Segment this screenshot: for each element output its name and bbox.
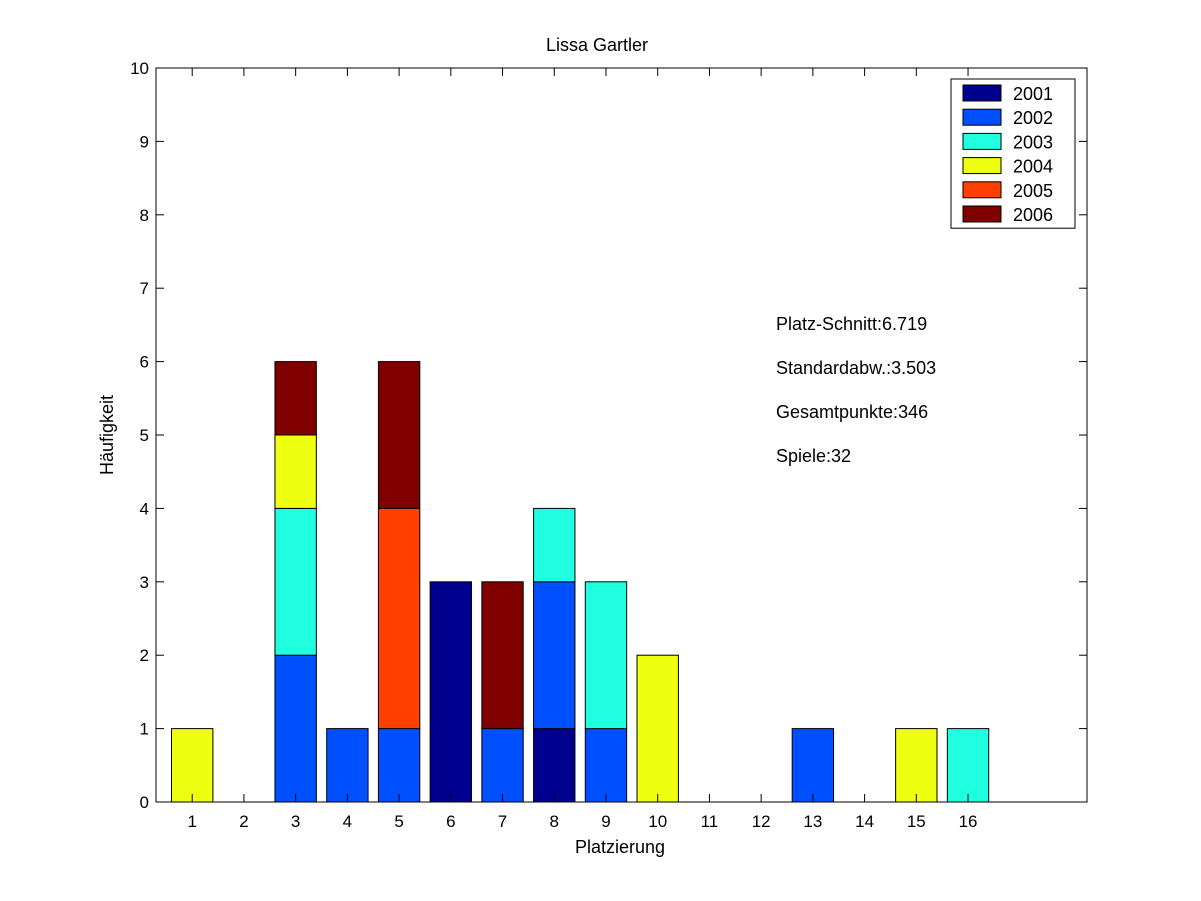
bars-group bbox=[171, 361, 990, 803]
x-tick-label: 5 bbox=[394, 812, 403, 831]
bar-2003-place-9 bbox=[584, 581, 628, 730]
x-tick-label: 9 bbox=[601, 812, 610, 831]
bar-2002-place-5 bbox=[377, 728, 421, 803]
y-tick-label: 1 bbox=[140, 720, 149, 739]
y-tick-label: 3 bbox=[140, 573, 149, 592]
legend-label-2003: 2003 bbox=[1013, 132, 1053, 152]
bar-2001-place-6 bbox=[429, 581, 473, 803]
y-tick-label: 6 bbox=[140, 353, 149, 372]
legend-box bbox=[950, 78, 1076, 229]
x-tick-label: 15 bbox=[907, 812, 926, 831]
bar-2003-place-16 bbox=[946, 728, 990, 803]
stat-annotation: Platz-Schnitt:6.719 bbox=[776, 314, 927, 334]
bar-2004-place-1 bbox=[171, 728, 214, 803]
x-axis-label: Platzierung bbox=[575, 837, 665, 857]
annotations-group: Platz-Schnitt:6.719 Standardabw.:3.503 Ges… bbox=[776, 314, 936, 466]
x-tick-label: 7 bbox=[498, 812, 507, 831]
bar-2002-place-13 bbox=[791, 728, 835, 803]
x-tick-label: 14 bbox=[855, 812, 874, 831]
legend-swatch-2003 bbox=[962, 132, 1002, 150]
x-tick-label: 11 bbox=[701, 812, 719, 831]
bar-2004-place-10 bbox=[636, 654, 679, 803]
bar-2002-place-8 bbox=[533, 581, 576, 730]
stat-annotation: Gesamtpunkte:346 bbox=[776, 402, 928, 422]
x-tick-label: 1 bbox=[187, 812, 196, 831]
legend-label-2006: 2006 bbox=[1013, 205, 1053, 225]
x-tick-label: 4 bbox=[343, 812, 352, 831]
bar-2006-place-5 bbox=[377, 361, 421, 509]
legend-swatch-2004 bbox=[962, 157, 1002, 175]
bar-2006-place-3 bbox=[274, 361, 317, 436]
bar-2005-place-5 bbox=[377, 507, 421, 730]
x-tick-label: 6 bbox=[446, 812, 455, 831]
stat-annotation: Spiele:32 bbox=[776, 446, 851, 466]
bar-2004-place-15 bbox=[895, 728, 938, 803]
legend-label-2005: 2005 bbox=[1013, 181, 1053, 201]
y-tick-label: 5 bbox=[140, 426, 149, 445]
legend-label-2004: 2004 bbox=[1013, 157, 1053, 177]
legend-swatch-2006 bbox=[962, 205, 1002, 223]
x-tick-label: 12 bbox=[752, 812, 771, 831]
bar-2003-place-8 bbox=[533, 507, 576, 583]
x-tick-label: 2 bbox=[239, 812, 248, 831]
y-tick-label: 8 bbox=[140, 206, 149, 225]
y-tick-label: 2 bbox=[140, 646, 149, 665]
legend-swatch-2002 bbox=[962, 108, 1002, 126]
bar-2002-place-9 bbox=[584, 728, 628, 803]
x-tick-label: 3 bbox=[291, 812, 300, 831]
bar-2004-place-3 bbox=[274, 434, 317, 509]
legend: 2001 2002 2003 2004 2005 2006 bbox=[950, 78, 1076, 229]
chart-title: Lissa Gartler bbox=[546, 35, 648, 55]
y-tick-label: 4 bbox=[140, 499, 149, 518]
bar-2002-place-3 bbox=[274, 654, 317, 803]
x-tick-label: 16 bbox=[959, 812, 978, 831]
bar-2002-place-4 bbox=[326, 728, 369, 803]
x-tick-label: 8 bbox=[550, 812, 559, 831]
y-axis-label: Häufigkeit bbox=[97, 395, 117, 475]
bar-2001-place-8 bbox=[533, 728, 576, 803]
legend-label-2002: 2002 bbox=[1013, 108, 1053, 128]
y-tick-label: 10 bbox=[130, 59, 149, 78]
legend-label-2001: 2001 bbox=[1013, 84, 1053, 104]
legend-swatch-2005 bbox=[962, 181, 1002, 199]
y-tick-label: 9 bbox=[140, 132, 149, 151]
bar-2002-place-7 bbox=[481, 728, 524, 803]
stat-annotation: Standardabw.:3.503 bbox=[776, 358, 936, 378]
x-tick-label: 13 bbox=[803, 812, 822, 831]
bar-2006-place-7 bbox=[481, 581, 524, 730]
y-tick-label: 7 bbox=[140, 279, 149, 298]
legend-swatch-2001 bbox=[962, 84, 1002, 102]
x-tick-label: 10 bbox=[648, 812, 667, 831]
bar-2003-place-3 bbox=[274, 507, 317, 656]
y-tick-label: 0 bbox=[140, 793, 149, 812]
